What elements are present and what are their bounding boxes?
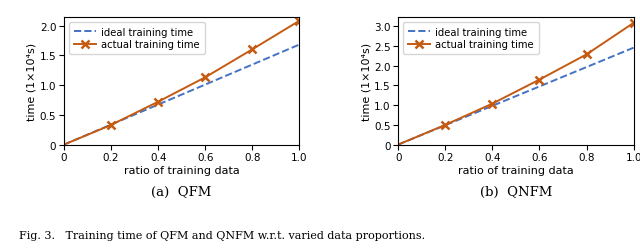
actual training time xyxy=(630,22,637,25)
ideal training time xyxy=(582,66,590,69)
actual training time xyxy=(296,20,303,23)
Y-axis label: time (1×10⁴s): time (1×10⁴s) xyxy=(361,42,371,120)
ideal training time xyxy=(296,44,303,47)
ideal training time xyxy=(108,124,115,126)
ideal training time xyxy=(248,64,256,67)
ideal training time xyxy=(60,144,68,146)
ideal training time xyxy=(154,104,162,107)
Legend: ideal training time, actual training time: ideal training time, actual training tim… xyxy=(403,22,539,55)
actual training time xyxy=(154,101,162,104)
ideal training time xyxy=(536,86,543,88)
Text: Fig. 3.   Training time of QFM and QNFM w.r.t. varied data proportions.: Fig. 3. Training time of QFM and QNFM w.… xyxy=(19,230,426,240)
X-axis label: ratio of training data: ratio of training data xyxy=(124,165,239,175)
actual training time xyxy=(536,79,543,82)
actual training time xyxy=(582,54,590,57)
Text: (b)  QNFM: (b) QNFM xyxy=(480,185,552,198)
Line: actual training time: actual training time xyxy=(394,20,638,149)
actual training time xyxy=(108,124,115,127)
ideal training time xyxy=(394,144,402,146)
actual training time xyxy=(60,144,68,146)
ideal training time xyxy=(630,47,637,50)
Legend: ideal training time, actual training time: ideal training time, actual training tim… xyxy=(69,22,205,55)
actual training time xyxy=(248,48,256,51)
Line: ideal training time: ideal training time xyxy=(64,45,300,145)
actual training time xyxy=(394,144,402,146)
Y-axis label: time (1×10⁴s): time (1×10⁴s) xyxy=(27,42,37,120)
actual training time xyxy=(442,124,449,127)
ideal training time xyxy=(202,84,209,87)
Line: actual training time: actual training time xyxy=(60,18,303,149)
Line: ideal training time: ideal training time xyxy=(398,48,634,145)
Text: (a)  QFM: (a) QFM xyxy=(152,185,212,198)
X-axis label: ratio of training data: ratio of training data xyxy=(458,165,574,175)
actual training time xyxy=(488,103,496,106)
actual training time xyxy=(202,76,209,80)
ideal training time xyxy=(442,124,449,127)
ideal training time xyxy=(488,105,496,108)
